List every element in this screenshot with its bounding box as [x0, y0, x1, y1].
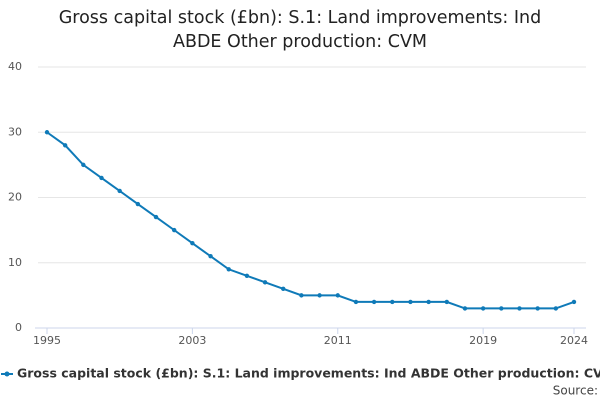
point [226, 267, 231, 272]
x-tick-label: 2011 [324, 334, 352, 347]
point [244, 273, 250, 278]
point [390, 299, 395, 305]
point [190, 240, 195, 246]
point [153, 214, 159, 220]
point [517, 306, 522, 311]
x-tick-label: 2019 [469, 334, 497, 347]
point [571, 299, 577, 305]
point [81, 162, 86, 168]
x-tick-label: 2003 [178, 334, 206, 347]
chart-title: Gross capital stock (£bn): S.1: Land imp… [58, 8, 542, 52]
point [117, 188, 122, 194]
y-tick-label: 30 [8, 125, 22, 138]
point [408, 299, 413, 305]
point [353, 299, 359, 305]
point [535, 306, 540, 311]
point [299, 293, 304, 298]
point [480, 306, 486, 311]
y-tick-label: 0 [15, 321, 22, 334]
point [317, 293, 322, 298]
point [208, 254, 213, 259]
point [553, 306, 559, 311]
y-tick-label: 40 [8, 60, 22, 73]
point [62, 143, 68, 148]
point [499, 306, 504, 311]
point [335, 293, 340, 298]
point [135, 201, 141, 207]
legend-label: Gross capital stock (£bn): S.1: Land imp… [17, 366, 600, 381]
point [371, 299, 377, 305]
point [262, 280, 268, 285]
y-tick-label: 20 [8, 191, 22, 204]
point [444, 299, 449, 305]
y-tick-label: 10 [8, 256, 22, 269]
point [426, 299, 431, 305]
legend-marker [4, 371, 10, 377]
x-tick-label: 2024 [560, 334, 588, 347]
point [99, 175, 104, 181]
point [44, 130, 50, 135]
x-tick-label: 1995 [33, 334, 61, 347]
source-label: Source: [553, 384, 598, 398]
point [281, 286, 286, 292]
point [462, 306, 468, 311]
point [172, 227, 177, 233]
line [46, 131, 575, 310]
